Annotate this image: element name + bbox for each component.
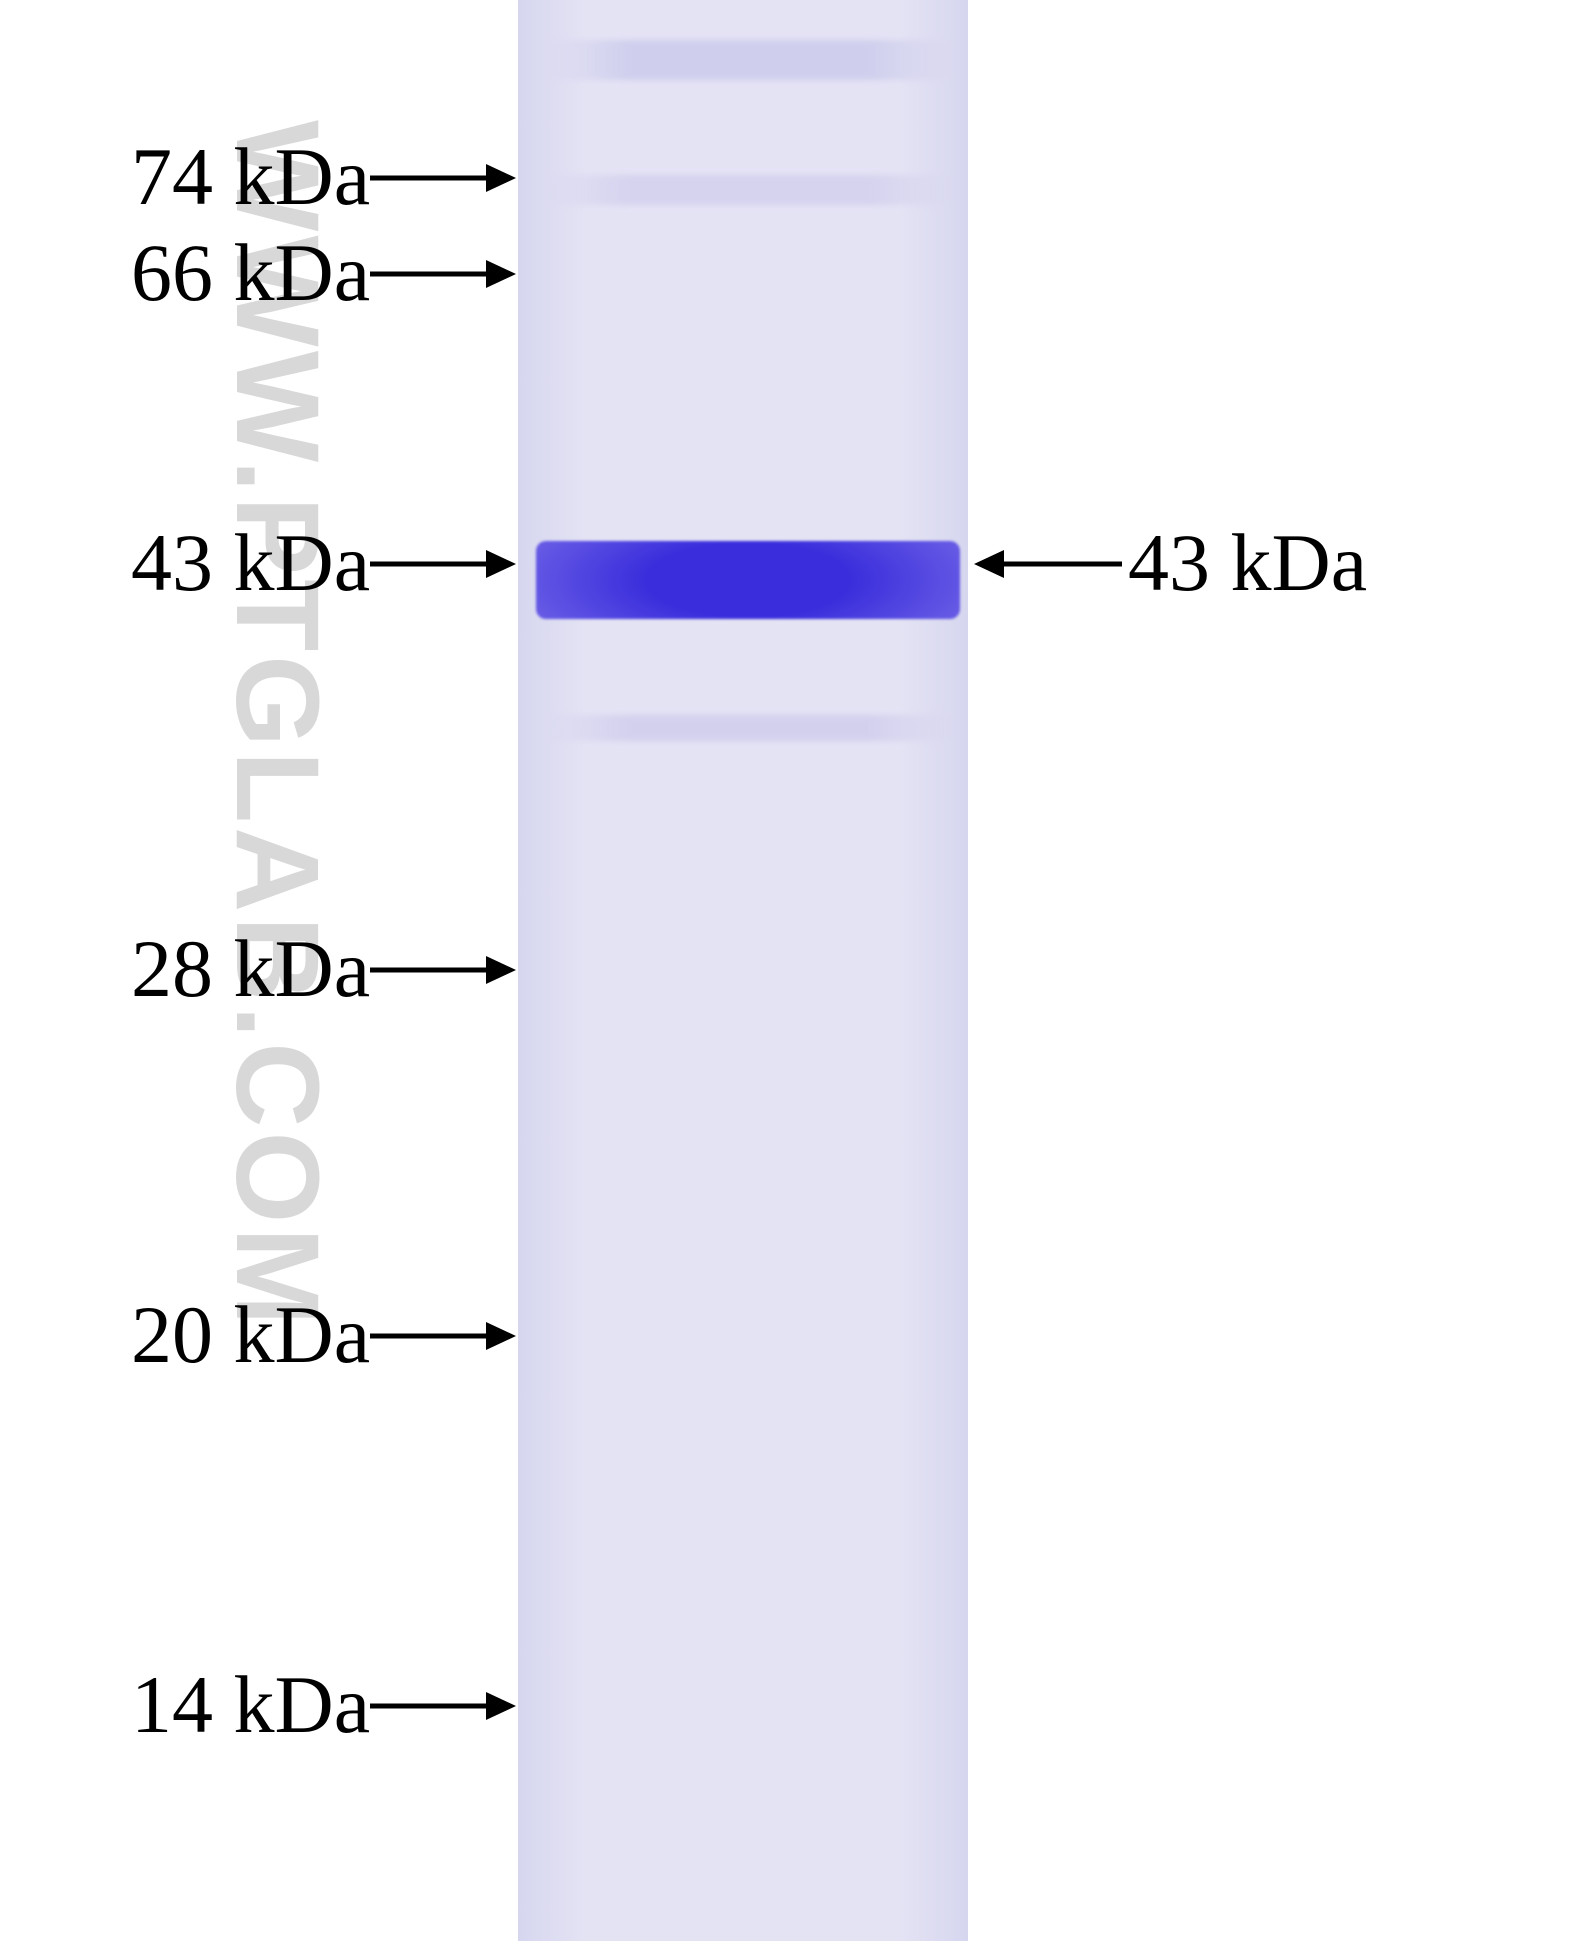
gel-lane (518, 0, 968, 1941)
ladder-marker-label: 14 kDa (131, 1658, 370, 1752)
ladder-marker-arrow-icon (368, 257, 518, 291)
ladder-marker-label: 28 kDa (131, 922, 370, 1016)
ladder-marker-arrow-icon (368, 953, 518, 987)
ladder-marker-label: 66 kDa (131, 226, 370, 320)
ladder-marker-arrow-icon (368, 547, 518, 581)
ladder-marker-arrow-icon (368, 161, 518, 195)
band-annotation-arrow-icon (972, 547, 1124, 581)
ladder-marker-label: 43 kDa (131, 516, 370, 610)
faint-band (548, 175, 952, 205)
ladder-marker-label: 20 kDa (131, 1288, 370, 1382)
target-band (536, 541, 960, 619)
ladder-marker-arrow-icon (368, 1689, 518, 1723)
faint-band (548, 715, 952, 741)
ladder-marker-arrow-icon (368, 1319, 518, 1353)
ladder-marker-label: 74 kDa (131, 130, 370, 224)
faint-band (548, 40, 952, 80)
band-annotation-label: 43 kDa (1128, 516, 1367, 610)
